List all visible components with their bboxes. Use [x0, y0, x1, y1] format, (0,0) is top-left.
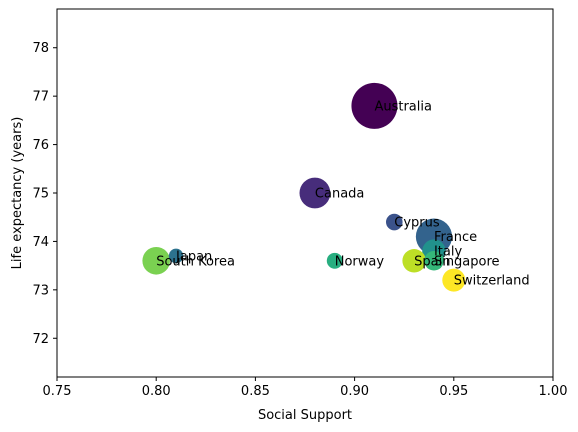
point-label: Japan — [175, 249, 212, 264]
y-tick-label: 76 — [32, 138, 49, 153]
y-axis-label: Life expectancy (years) — [10, 117, 25, 270]
y-tick-label: 72 — [32, 332, 49, 347]
y-tick-label: 77 — [32, 90, 49, 105]
data-point — [299, 177, 331, 209]
point-label: Spain — [414, 254, 450, 269]
point-label: Cyprus — [394, 216, 440, 231]
point-label: Switzerland — [454, 274, 530, 289]
x-axis-label: Social Support — [258, 408, 352, 423]
point-label: Italy — [434, 245, 463, 260]
x-tick-label: 0.95 — [439, 384, 468, 399]
y-tick-label: 74 — [32, 235, 49, 250]
point-label: France — [434, 230, 477, 245]
data-point — [442, 268, 466, 292]
x-tick-label: 0.80 — [142, 384, 171, 399]
data-point — [326, 252, 343, 269]
point-label: Norway — [335, 254, 385, 269]
data-point — [168, 248, 184, 264]
y-tick-label: 75 — [32, 187, 49, 202]
y-axis: 72 73 74 75 76 77 78 — [32, 41, 57, 347]
data-point — [385, 213, 403, 231]
x-tick-label: 1.00 — [539, 384, 568, 399]
point-label: Singapore — [434, 254, 500, 269]
y-tick-label: 78 — [32, 41, 49, 56]
x-tick-label: 0.75 — [43, 384, 72, 399]
x-tick-label: 0.85 — [241, 384, 270, 399]
data-point — [424, 251, 444, 271]
y-tick-label: 73 — [32, 283, 49, 298]
point-label: Canada — [315, 187, 364, 202]
point-label: Australia — [374, 99, 432, 114]
x-tick-label: 0.90 — [340, 384, 369, 399]
x-axis: 0.75 0.80 0.85 0.90 0.95 1.00 — [43, 377, 568, 399]
data-point — [402, 249, 426, 273]
point-label: South Korea — [156, 254, 235, 269]
data-point — [351, 82, 398, 129]
data-point — [142, 246, 170, 275]
